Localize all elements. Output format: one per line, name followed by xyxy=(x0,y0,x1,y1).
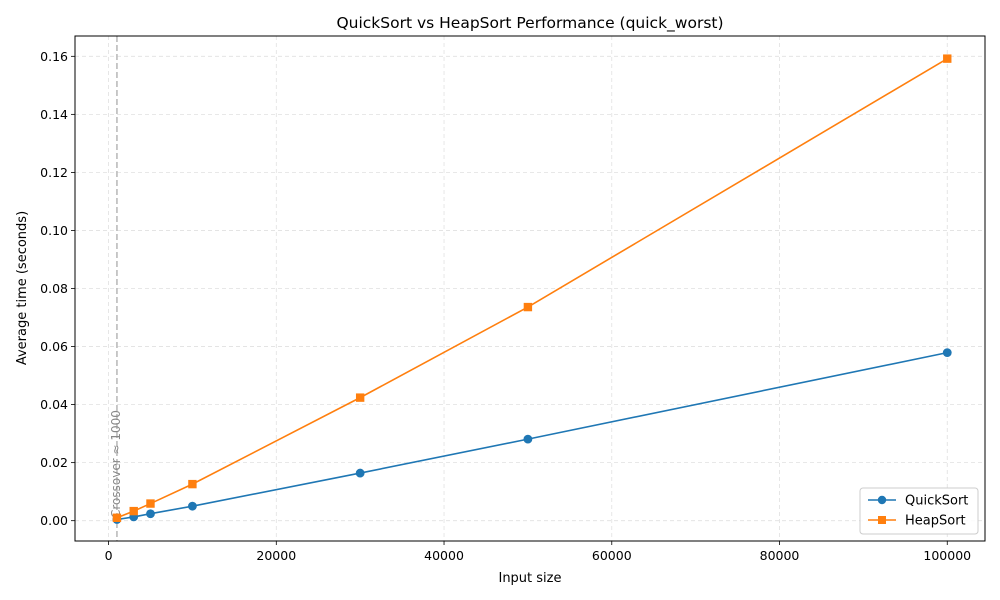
y-axis-label: Average time (seconds) xyxy=(15,211,30,365)
legend-item-heapsort: HeapSort xyxy=(868,514,966,529)
x-tick-label: 60000 xyxy=(592,548,632,563)
x-tick-label: 0 xyxy=(105,548,113,563)
series-layer xyxy=(112,54,952,524)
legend-label: HeapSort xyxy=(905,514,966,529)
y-tick-label: 0.16 xyxy=(40,49,68,64)
legend-item-quicksort: QuickSort xyxy=(868,494,968,509)
x-tick-label: 80000 xyxy=(760,548,800,563)
y-tick-label: 0.10 xyxy=(40,223,68,238)
data-point xyxy=(355,468,365,478)
data-point xyxy=(523,302,533,312)
y-tick-label: 0.12 xyxy=(40,165,68,180)
data-point xyxy=(188,479,197,489)
y-tick-label: 0.06 xyxy=(40,339,68,354)
data-point xyxy=(355,393,365,402)
data-point xyxy=(146,509,155,519)
legend-marker xyxy=(878,516,886,524)
chart-title: QuickSort vs HeapSort Performance (quick… xyxy=(336,14,723,33)
y-tick-label: 0.14 xyxy=(40,107,68,122)
data-point xyxy=(112,513,122,522)
y-axis: 0.00 0.02 0.04 0.06 0.08 0.10 0.12 0.14 0.16 xyxy=(40,49,75,528)
x-axis-label: Input size xyxy=(498,571,561,586)
x-tick-label: 40000 xyxy=(424,548,464,563)
series-heapsort xyxy=(112,54,952,522)
data-point xyxy=(188,501,197,511)
series-quicksort xyxy=(112,348,952,524)
legend-label: QuickSort xyxy=(905,494,968,509)
x-axis: 0 20000 40000 60000 80000 100000 xyxy=(105,541,971,563)
x-tick-label: 20000 xyxy=(256,548,296,563)
grid xyxy=(75,36,985,541)
y-tick-label: 0.04 xyxy=(40,397,68,412)
legend-marker xyxy=(877,495,887,505)
legend: QuickSort HeapSort xyxy=(859,487,979,535)
annotation-layer: Crossover ≈ 1000 xyxy=(109,36,123,541)
data-point xyxy=(129,506,138,516)
crossover-label: Crossover ≈ 1000 xyxy=(109,410,123,518)
data-point xyxy=(146,499,155,508)
data-point xyxy=(523,434,533,444)
y-tick-label: 0.02 xyxy=(40,455,68,470)
y-tick-label: 0.08 xyxy=(40,281,68,296)
data-point xyxy=(943,54,952,63)
data-point xyxy=(942,348,952,358)
x-tick-label: 100000 xyxy=(923,548,971,563)
y-tick-label: 0.00 xyxy=(40,513,68,528)
